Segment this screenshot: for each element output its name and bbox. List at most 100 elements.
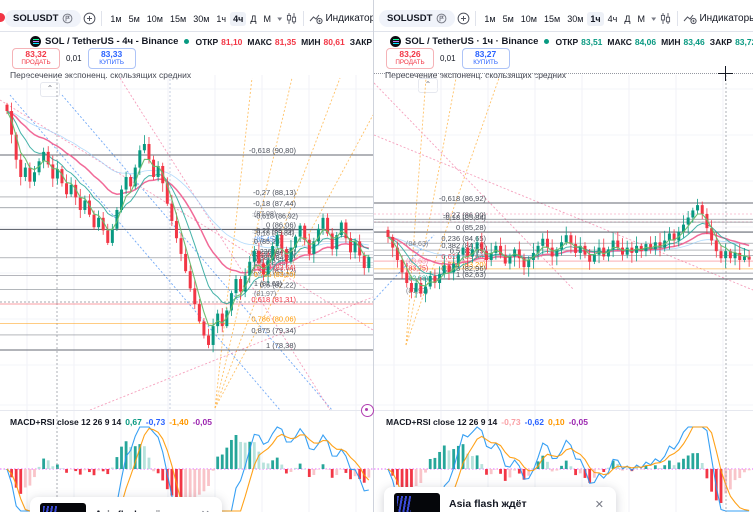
buy-label: КУПИТЬ — [99, 59, 124, 66]
interval-10м[interactable]: 10м — [146, 13, 163, 24]
interval-15м[interactable]: 15м — [544, 13, 561, 24]
trade-buttons-row: 83,32 ПРОДАТЬ 0,01 83,33 КУПИТЬ — [12, 48, 136, 69]
fib-level-label: 0,236 (84,65) — [441, 234, 486, 243]
chart-style-candles-icon[interactable] — [285, 12, 298, 25]
macd-title: MACD+RSI close 12 26 9 14 — [386, 417, 498, 427]
fib-level-label: -0,27 (86,00) — [443, 210, 486, 219]
symbol-title[interactable]: SOL / TetherUS - 4ч - Binance — [45, 36, 179, 47]
buy-button[interactable]: 83,33 КУПИТЬ — [87, 48, 136, 69]
market-status-dot — [544, 39, 550, 44]
sell-label: ПРОДАТЬ — [395, 59, 425, 66]
fib-level-label: 0,875 (79,34) — [251, 326, 296, 335]
fib-level-label: -0,18 (85,84) — [443, 213, 486, 222]
drawing-anchor-icon[interactable] — [361, 404, 374, 417]
interval-М[interactable]: М — [637, 13, 645, 24]
symbol-name: SOLUSDT — [387, 13, 433, 24]
close-icon[interactable]: ✕ — [594, 498, 604, 511]
indicator-price-label: 0 (85,28) — [254, 239, 282, 246]
buy-price: 83,33 — [100, 49, 123, 59]
panel-divider — [373, 0, 374, 512]
interval-1м[interactable]: 1м — [110, 13, 122, 24]
interval-1ч[interactable]: 1ч — [216, 13, 227, 24]
interval-5м[interactable]: 5м — [128, 13, 140, 24]
indicator-price-label: (85,45) — [254, 236, 276, 243]
macd-value: -1,40 — [169, 417, 189, 427]
symbol-title[interactable]: SOL / TetherUS · 1ч · Binance — [405, 36, 539, 47]
chevron-down-icon[interactable]: ▾ — [277, 15, 283, 23]
indicator-price-label: (83,78) — [254, 263, 276, 270]
chevron-down-icon[interactable]: ▾ — [651, 15, 657, 23]
compare-add-icon[interactable] — [83, 12, 96, 25]
fib-level-label: 0 (85,28) — [456, 223, 487, 232]
indicator-price-label: -0,27 (85,99) — [254, 228, 294, 235]
news-toast[interactable]: Asia flash ждёт ✕ — [30, 497, 222, 512]
news-thumbnail — [40, 503, 86, 512]
macd-value: 0,67 — [125, 417, 142, 427]
macd-indicator-label[interactable]: MACD+RSI close 12 26 9 14 0,67 -0,73 -1,40-… — [10, 417, 212, 427]
indicator-price-label: 0,618 (83,64) — [254, 265, 296, 272]
indicator-price-label: (87,08) — [254, 211, 276, 218]
indicators-button[interactable]: Индикаторы — [699, 13, 753, 24]
news-toast-title: Asia flash ждёт — [449, 498, 527, 510]
indicators-icon[interactable] — [309, 12, 324, 25]
symbol-legend-row: SOL / TetherUS · 1ч · Binance ОТКР 83,51 М… — [390, 36, 753, 47]
indicator-price-label: (84,44) — [254, 252, 276, 259]
interval-30м[interactable]: 30м — [193, 13, 210, 24]
ohlc-value: 84,06 — [634, 36, 657, 47]
price-chart-canvas[interactable]: -0,618 (90,80) -0,27 (88,13) -0,18 (87,44)… — [0, 75, 373, 410]
toolbar-separator — [475, 11, 477, 26]
interval-10м[interactable]: 10м — [520, 13, 537, 24]
compare-add-icon[interactable] — [457, 12, 470, 25]
interval-group: 1м 5м 10м 15м 30м 1ч 4ч Д М — [481, 11, 648, 26]
interval-5м[interactable]: 5м — [502, 13, 514, 24]
ohlc-value: 80,61 — [323, 36, 345, 47]
sell-price: 83,26 — [399, 49, 421, 59]
ohlc-value: 81,35 — [274, 36, 297, 47]
sell-label: ПРОДАТЬ — [21, 59, 51, 66]
close-icon[interactable]: ✕ — [199, 508, 212, 512]
news-toast[interactable]: Asia flash ждёт ✕ — [384, 487, 616, 512]
interval-30м[interactable]: 30м — [567, 13, 584, 24]
ohlc-key: ОТКР — [195, 36, 219, 47]
news-toast-title: Asia flash ждёт — [95, 509, 165, 512]
chart-style-candles-icon[interactable] — [659, 12, 672, 25]
indicator-price-label: 1 (82,63) — [254, 281, 282, 288]
sol-logo-icon — [30, 36, 41, 47]
ohlc-key: МАКС — [607, 36, 632, 47]
interval-Д[interactable]: Д — [250, 13, 257, 24]
indicators-icon[interactable] — [683, 12, 698, 25]
interval-М[interactable]: М — [263, 13, 271, 24]
symbol-search-button[interactable]: SOLUSDT — [5, 10, 82, 27]
news-thumbnail — [394, 493, 440, 512]
fib-level-label: 1 (78,38) — [266, 341, 297, 350]
symbol-search-button[interactable]: SOLUSDT — [379, 10, 456, 27]
interval-Д[interactable]: Д — [624, 13, 631, 24]
fib-level-label: 0,382 (84,26) — [441, 241, 486, 250]
sell-button[interactable]: 83,32 ПРОДАТЬ — [12, 48, 60, 69]
fib-level-label: 0,5 (82,22) — [260, 281, 297, 290]
sell-button[interactable]: 83,26 ПРОДАТЬ — [386, 48, 434, 69]
interval-1ч[interactable]: 1ч — [587, 11, 604, 26]
interval-15м[interactable]: 15м — [170, 13, 187, 24]
macd-pane-canvas[interactable] — [374, 410, 753, 512]
trade-buttons-row: 83,26 ПРОДАТЬ 0,01 83,27 КУПИТЬ — [386, 48, 510, 69]
interval-1м[interactable]: 1м — [484, 13, 496, 24]
buy-button[interactable]: 83,27 КУПИТЬ — [461, 48, 510, 69]
symbol-name: SOLUSDT — [13, 13, 59, 24]
toolbar-separator — [101, 11, 103, 26]
recording-indicator-dot — [0, 13, 5, 22]
indicator-legend[interactable]: Пересечение экспоненц. скользящих средни… — [10, 70, 192, 80]
ohlc-key: МАКС — [247, 36, 272, 47]
interval-4ч[interactable]: 4ч — [607, 13, 618, 24]
fib-level-label: 0,786 (80,06) — [251, 315, 296, 324]
indicator-price-label: -0,18 (85,84) — [254, 230, 294, 237]
macd-indicator-label[interactable]: MACD+RSI close 12 26 9 14 -0,73 -0,62 0,10-… — [386, 417, 588, 427]
interval-4ч[interactable]: 4ч — [230, 11, 247, 26]
indicator-legend[interactable]: Пересечение экспоненц. скользящих средни… — [385, 70, 567, 80]
price-chart-canvas[interactable]: -0,618 (86,92) -0,27 (86,00)-0,18 (85,84)… — [374, 75, 753, 410]
fib-level-label: 1 (82,63) — [456, 270, 487, 279]
indicators-button[interactable]: Индикаторы — [325, 13, 373, 24]
